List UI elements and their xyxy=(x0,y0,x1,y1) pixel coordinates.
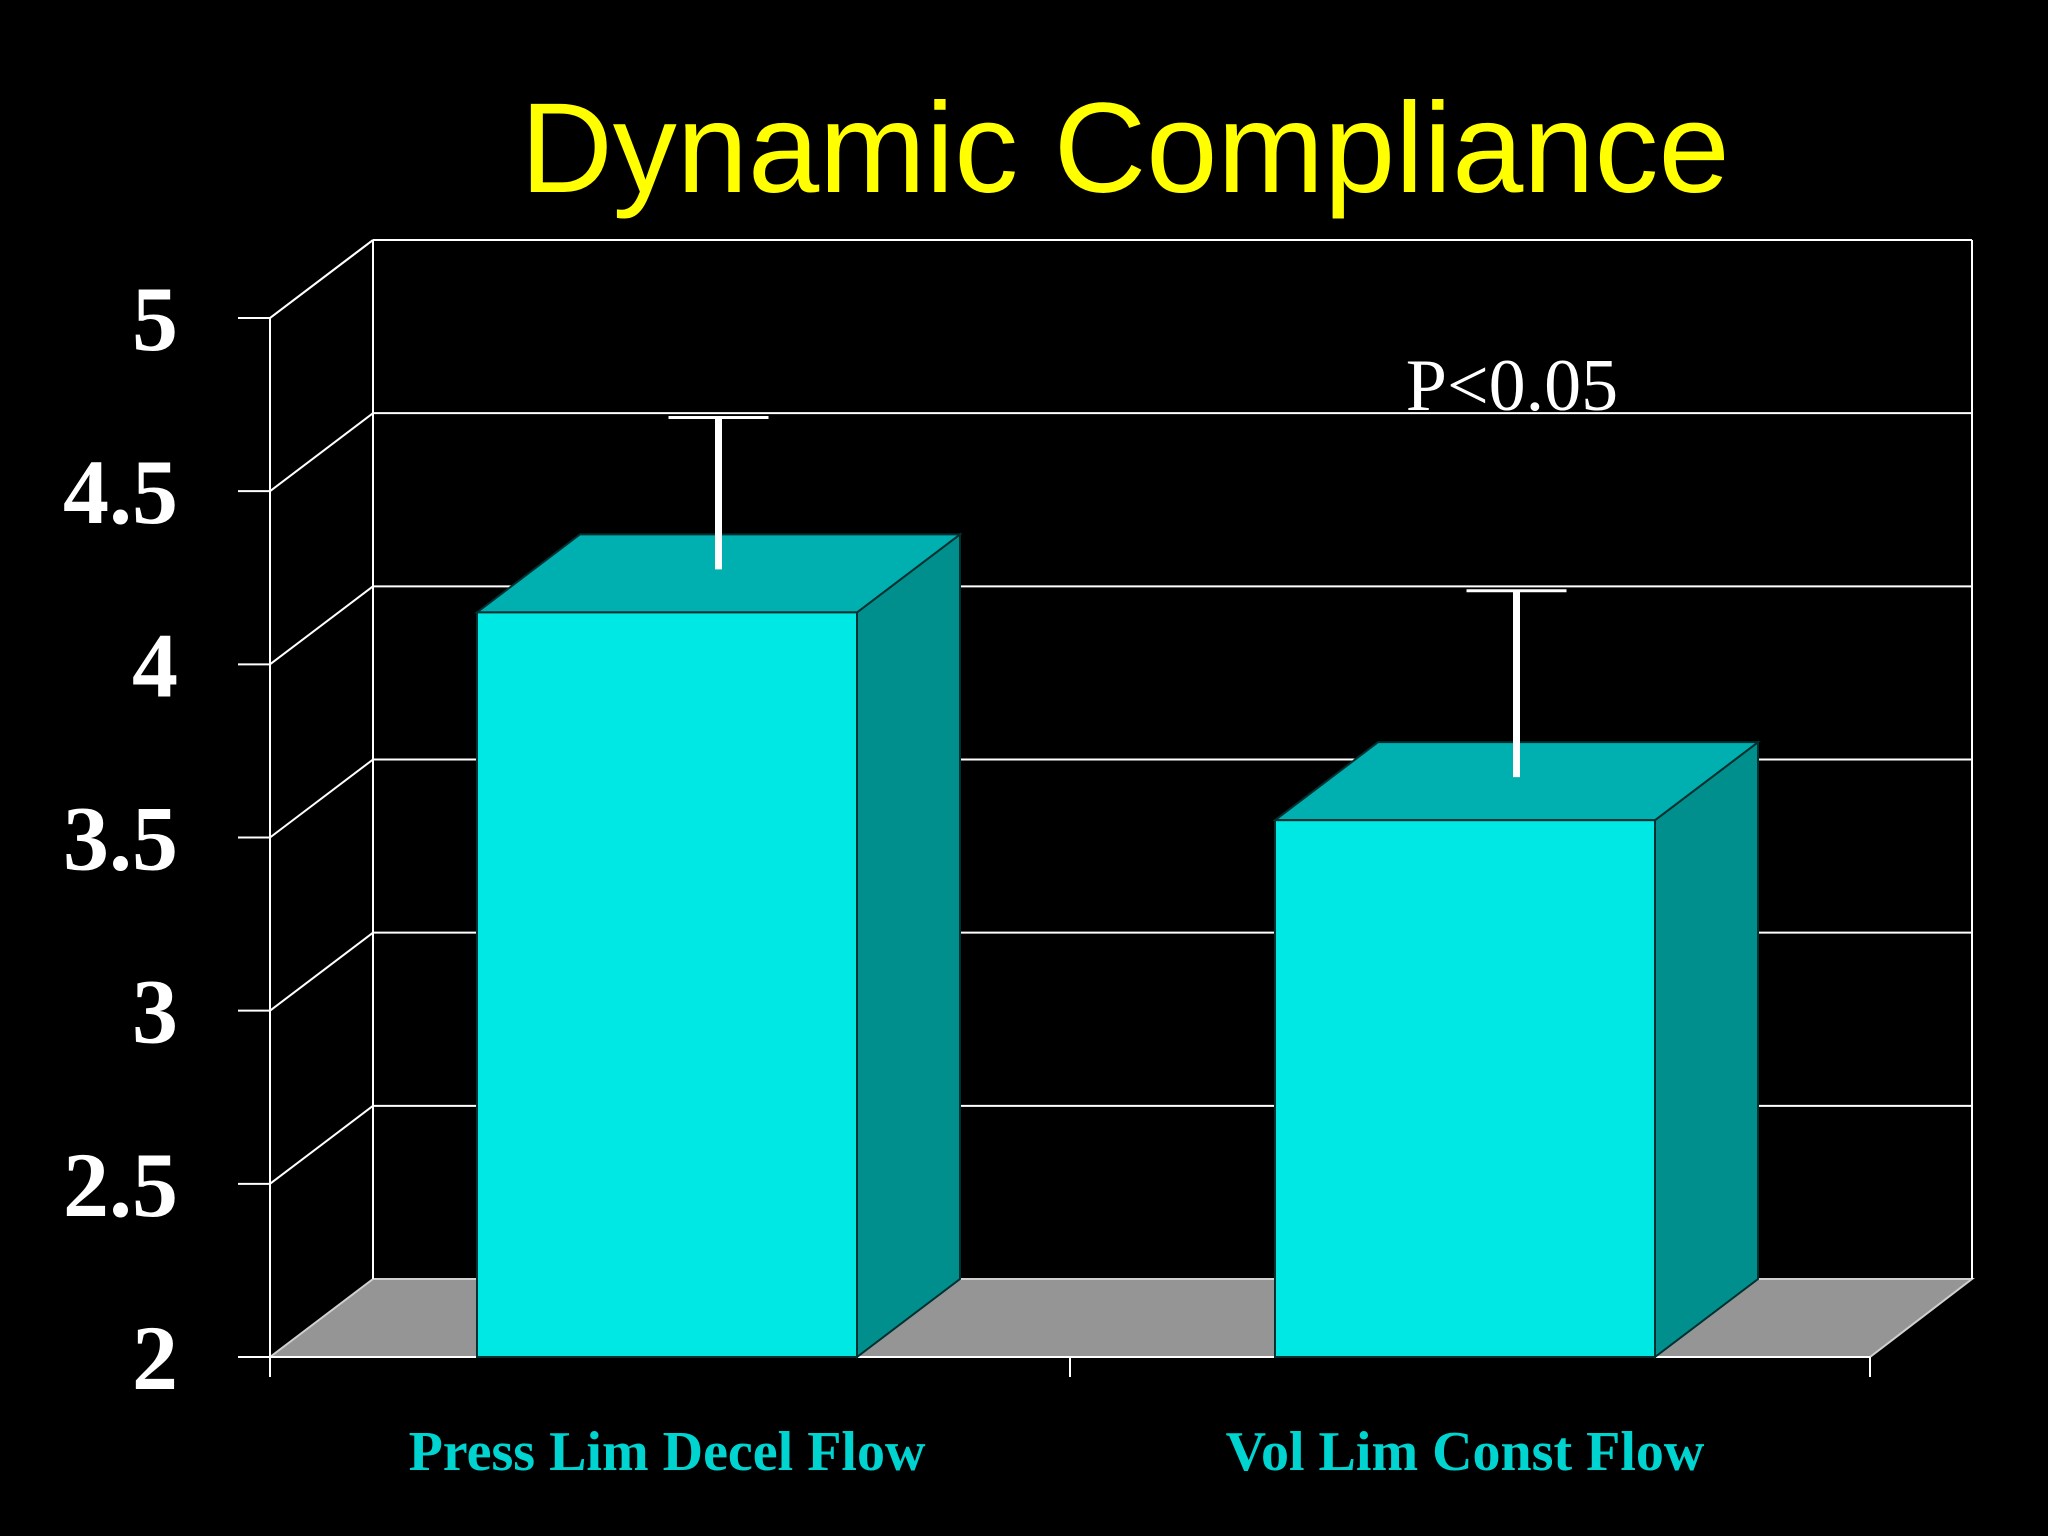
bars xyxy=(474,532,1761,1360)
x-category-label: Vol Lim Const Flow xyxy=(1226,1421,1705,1483)
gridline-diagonal xyxy=(269,1105,374,1185)
bar-1 xyxy=(474,532,963,1360)
x-axis-labels: Press Lim Decel Flow Vol Lim Const Flow xyxy=(409,1421,1705,1483)
y-tick-label: 4.5 xyxy=(63,441,178,543)
y-tick-label: 3.5 xyxy=(63,788,178,890)
gridline-diagonal xyxy=(269,585,374,666)
bar-side-face xyxy=(856,532,961,1360)
bar-2 xyxy=(1272,740,1761,1360)
gridline-diagonal xyxy=(269,239,374,319)
error-bar-1 xyxy=(668,416,769,570)
chart-title: Dynamic Compliance xyxy=(520,77,1729,220)
y-tick-label: 3 xyxy=(132,961,178,1063)
gridline-diagonal xyxy=(269,931,374,1012)
bar-front-face xyxy=(1274,819,1656,1358)
y-tick-label: 2 xyxy=(132,1307,178,1409)
y-tick-label: 2.5 xyxy=(63,1134,178,1236)
error-bar-2 xyxy=(1466,589,1567,778)
error-bars xyxy=(668,416,1567,778)
gridline-diagonal xyxy=(269,758,374,839)
y-tick-label: 5 xyxy=(132,268,178,370)
y-tick-label: 4 xyxy=(132,614,178,716)
x-category-label: Press Lim Decel Flow xyxy=(409,1421,926,1483)
bar-front-face xyxy=(476,611,858,1358)
gridline-diagonal xyxy=(269,412,374,492)
significance-annotation: P<0.05 xyxy=(1406,345,1618,427)
bar-side-face xyxy=(1654,740,1759,1360)
